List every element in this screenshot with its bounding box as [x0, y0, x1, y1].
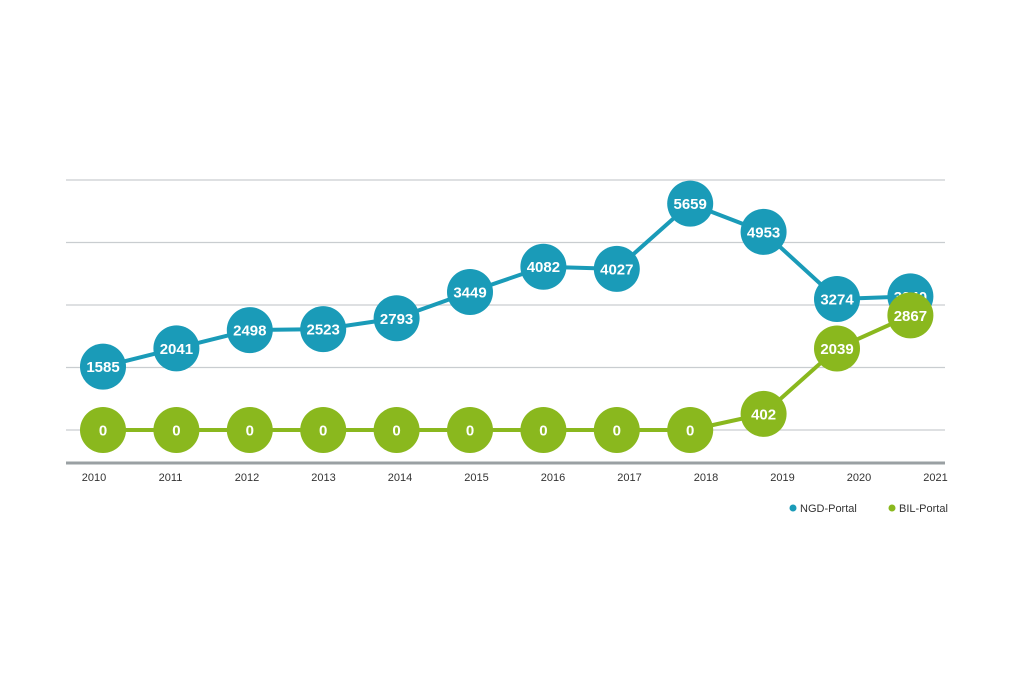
data-label: 0 — [246, 423, 254, 440]
data-point: 4953 — [740, 208, 787, 255]
data-label: 4027 — [600, 261, 633, 278]
data-label: 0 — [172, 423, 180, 440]
data-point: 2498 — [226, 307, 273, 354]
data-label: 4082 — [527, 259, 560, 276]
data-label: 5659 — [674, 196, 707, 213]
data-point-marker — [667, 180, 714, 227]
series-line-0 — [102, 201, 911, 369]
x-tick-label: 2013 — [311, 472, 335, 484]
data-point-marker — [887, 292, 934, 339]
data-point-marker — [80, 343, 126, 390]
x-tick-label: 2016 — [541, 472, 565, 484]
data-point-marker — [153, 325, 200, 372]
data-point: 0 — [373, 407, 420, 453]
series-line-1 — [103, 313, 912, 432]
data-label: 0 — [686, 423, 694, 440]
data-point: 3274 — [814, 276, 860, 323]
data-point: 2041 — [153, 325, 200, 372]
data-label: 3274 — [820, 292, 854, 309]
data-label: 402 — [751, 406, 776, 423]
data-point-marker — [153, 407, 200, 453]
data-point: 0 — [226, 407, 273, 453]
grid-lines — [66, 179, 945, 431]
x-tick-label: 2017 — [617, 472, 641, 484]
data-point-marker — [814, 276, 860, 323]
data-point: 2523 — [300, 306, 347, 353]
legend: NGD-Portal BIL-Portal — [789, 503, 948, 515]
x-tick-label: 2021 — [923, 472, 947, 484]
data-point-marker — [373, 407, 420, 453]
data-point: 2793 — [373, 295, 420, 342]
data-label: 1585 — [86, 359, 119, 376]
data-point-marker — [373, 295, 420, 342]
x-tick-label: 2020 — [847, 472, 871, 484]
legend-swatch — [888, 504, 896, 512]
data-point-marker — [80, 407, 126, 453]
data-point: 0 — [447, 407, 493, 453]
data-point: 4082 — [520, 243, 567, 290]
data-point-marker — [226, 407, 273, 453]
data-point: 3449 — [447, 269, 493, 316]
data-point-marker — [667, 407, 714, 453]
data-point: 0 — [520, 407, 567, 453]
legend-label: NGD-Portal — [800, 503, 857, 515]
data-point: 4027 — [593, 245, 640, 292]
data-point-marker — [740, 208, 787, 255]
data-label: 0 — [392, 423, 400, 440]
data-label: 2793 — [380, 311, 413, 328]
data-label: 2498 — [233, 323, 266, 340]
x-tick-label: 2014 — [388, 472, 412, 484]
data-point: 5659 — [667, 180, 714, 227]
data-point: 2039 — [814, 325, 860, 372]
data-label: 0 — [466, 423, 474, 440]
x-axis: 2010 2011 2012 2013 2014 2015 2016 2017 2018 2019… — [66, 461, 948, 484]
data-label: 3449 — [453, 285, 486, 302]
x-tick-label: 2019 — [770, 472, 794, 484]
legend-label: BIL-Portal — [899, 503, 948, 515]
legend-swatch — [789, 504, 797, 512]
x-tick-label: 2012 — [235, 472, 259, 484]
data-point: 2867 — [887, 292, 934, 339]
data-point-marker — [520, 407, 567, 453]
series-layer: 1585 2041 2498 2523 2793 3449 4082 4027 5659 4953… — [80, 180, 934, 453]
data-point: 0 — [300, 407, 347, 453]
data-label: 0 — [99, 423, 107, 440]
data-point-marker — [520, 243, 567, 290]
data-label: 2039 — [820, 341, 853, 358]
data-point-marker — [740, 390, 787, 437]
data-point-marker — [300, 306, 347, 353]
data-point-marker — [814, 325, 860, 372]
data-label: 2867 — [894, 308, 927, 325]
data-label: 0 — [539, 423, 547, 440]
data-point-marker — [300, 407, 347, 453]
data-point-marker — [226, 307, 273, 354]
data-point: 0 — [153, 407, 200, 453]
data-point-marker — [593, 407, 640, 453]
data-point: 1585 — [80, 343, 126, 390]
data-point-marker — [447, 407, 493, 453]
x-tick-label: 2015 — [464, 472, 488, 484]
data-point: 0 — [593, 407, 640, 453]
data-label: 4953 — [747, 224, 780, 241]
data-label: 2041 — [160, 341, 193, 358]
data-point: 402 — [740, 390, 787, 437]
data-point-marker — [447, 269, 493, 316]
data-label: 0 — [319, 423, 327, 440]
x-tick-label: 2018 — [694, 472, 718, 484]
data-point: 0 — [667, 407, 714, 453]
data-point: 0 — [80, 407, 126, 453]
data-label: 0 — [613, 423, 621, 440]
data-point-marker — [593, 245, 640, 292]
data-label: 2523 — [307, 322, 340, 339]
x-tick-label: 2010 — [82, 472, 106, 484]
x-tick-label: 2011 — [159, 472, 183, 484]
